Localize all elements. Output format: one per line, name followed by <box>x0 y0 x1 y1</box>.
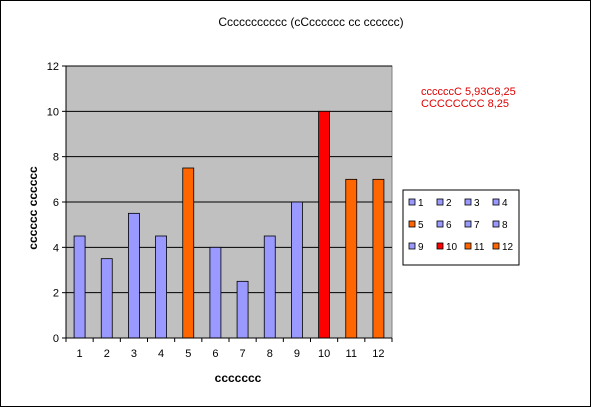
gridlines <box>66 65 392 294</box>
bar-12 <box>372 178 385 339</box>
legend-swatch <box>492 198 500 206</box>
bar-10 <box>318 110 330 339</box>
x-tick-label: 3 <box>131 348 137 360</box>
legend-box <box>402 189 520 266</box>
x-tick-label: 2 <box>104 348 110 360</box>
legend-swatch <box>464 220 472 228</box>
y-tick-label: 6 <box>53 197 59 209</box>
legend-label: 12 <box>502 242 514 253</box>
legend-label: 4 <box>502 198 508 209</box>
bar-11 <box>345 178 358 339</box>
x-tick-label: 11 <box>346 348 357 360</box>
legend-swatch <box>408 198 416 206</box>
y-tick-label: 10 <box>47 106 59 118</box>
legend-swatch <box>436 198 444 206</box>
legend-label: 5 <box>418 220 424 231</box>
chart-title: Ссссссссссс (сСсссссс сс сссссс) <box>218 15 403 29</box>
x-tick-labels: 1 2 3 4 5 6 7 8 9 10 11 12 <box>77 348 385 360</box>
y-tick-label: 0 <box>53 333 59 345</box>
x-tick-label: 5 <box>185 348 191 360</box>
legend-label: 9 <box>418 242 424 253</box>
legend-label: 2 <box>446 198 452 209</box>
legend-label: 3 <box>474 198 480 209</box>
legend-swatch <box>436 242 444 250</box>
y-axis-title: сссссс сссссс <box>26 166 40 250</box>
bar-9 <box>291 201 303 339</box>
legend-label: 6 <box>446 220 452 231</box>
x-tick-label: 8 <box>267 348 273 360</box>
bar-5 <box>182 167 195 339</box>
annotation-line: СССССССС 8,25 <box>421 98 509 110</box>
bars <box>73 110 385 339</box>
x-tick-label: 1 <box>77 348 83 360</box>
legend-swatch <box>492 242 500 250</box>
x-tick-label: 12 <box>372 348 384 360</box>
bar-1 <box>73 235 86 339</box>
bar-6 <box>209 246 222 339</box>
legend: 1 2 3 45 6 7 89 10 11 12 <box>408 198 514 253</box>
bar-3 <box>128 212 140 339</box>
bar-4 <box>155 235 167 339</box>
x-tick-label: 9 <box>294 348 300 360</box>
bar-8 <box>263 235 276 339</box>
y-tick-label: 12 <box>47 61 59 73</box>
legend-label: 8 <box>502 220 508 231</box>
annotation-line: ссссссС 5,93С8,25 <box>421 86 516 98</box>
legend-swatch <box>408 220 416 228</box>
y-tick-label: 4 <box>53 242 59 254</box>
bar-7 <box>236 280 249 339</box>
y-tick-labels: 0 2 4 6 8 10 12 <box>47 61 66 345</box>
x-tick-label: 4 <box>158 348 164 360</box>
legend-swatch <box>436 220 444 228</box>
legend-swatch <box>492 220 500 228</box>
x-axis-title: ссссссс <box>215 371 262 385</box>
x-tick-label: 10 <box>318 348 330 360</box>
y-tick-label: 2 <box>53 288 59 300</box>
y-tick-label: 8 <box>53 152 59 164</box>
legend-label: 7 <box>474 220 480 231</box>
x-tick-label: 7 <box>240 348 246 360</box>
legend-label: 1 <box>418 198 424 209</box>
legend-swatch <box>464 198 472 206</box>
legend-swatch <box>408 242 416 250</box>
legend-label: 11 <box>474 242 485 253</box>
bar-2 <box>100 258 113 339</box>
x-tick-label: 6 <box>212 348 218 360</box>
legend-swatch <box>464 242 472 250</box>
legend-label: 10 <box>446 242 458 253</box>
